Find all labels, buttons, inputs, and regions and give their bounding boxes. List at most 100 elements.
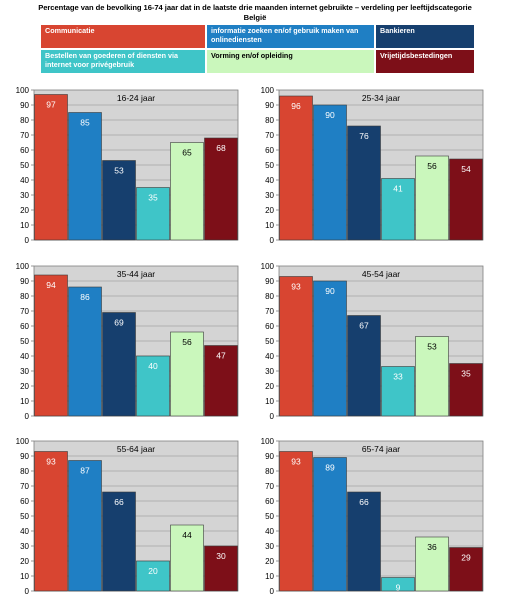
bar-vorming [415,155,449,241]
chart-title: Percentage van de bevolking 16-74 jaar d… [38,3,472,12]
y-tick-label: 80 [265,467,274,476]
y-tick-label: 30 [20,367,29,376]
bar-bankieren [102,312,136,417]
bar-value-label: 90 [325,110,335,120]
y-tick-label: 20 [20,557,29,566]
bar-value-label: 93 [291,282,301,292]
y-tick-label: 50 [20,512,29,521]
bar-value-label: 68 [216,143,226,153]
y-tick-label: 70 [265,482,274,491]
y-tick-label: 20 [20,382,29,391]
y-tick-label: 30 [265,367,274,376]
y-tick-label: 80 [265,116,274,125]
panel-25-34: 0 10 20 30 40 50 60 70 80 90 100 96 90 76 41 56 54 25-34 … [247,86,487,249]
bar-bankieren [102,160,136,241]
bar-vorming [170,331,204,417]
y-tick-label: 10 [20,397,29,406]
y-tick-label: 50 [20,161,29,170]
y-tick-label: 10 [20,572,29,581]
legend: Communicatie informatie zoeken en/of geb… [40,24,475,74]
legend-communicatie: Communicatie [40,24,206,49]
panel-55-64: 0 10 20 30 40 50 60 70 80 90 100 93 87 66 20 44 30 55-64 … [2,437,242,600]
bar-value-label: 76 [359,131,369,141]
y-tick-label: 60 [20,146,29,155]
y-tick-label: 20 [265,557,274,566]
y-tick-label: 50 [265,337,274,346]
bar-value-label: 65 [182,148,192,158]
bar-value-label: 47 [216,351,226,361]
y-tick-label: 80 [20,467,29,476]
bar-value-label: 89 [325,463,335,473]
bar-value-label: 53 [114,166,124,176]
panel-chart-4: 0 10 20 30 40 50 60 70 80 90 100 93 87 66 20 44 30 55-64 … [16,437,239,596]
y-tick-label: 70 [20,307,29,316]
y-tick-label: 60 [265,497,274,506]
y-tick-label: 30 [20,191,29,200]
y-tick-label: 20 [265,382,274,391]
y-tick-label: 80 [20,116,29,125]
panel-chart-3: 0 10 20 30 40 50 60 70 80 90 100 93 90 67 33 53 35 45-54 … [261,262,484,421]
bar-value-label: 54 [461,164,471,174]
y-tick-label: 60 [265,146,274,155]
bar-value-label: 86 [80,292,90,302]
panel-65-74: 0 10 20 30 40 50 60 70 80 90 100 93 89 66 9 36 29 65-74 j… [247,437,487,600]
bar-vorming [415,336,449,417]
panel-chart-0: 0 10 20 30 40 50 60 70 80 90 100 97 85 53 35 65 68 16-24 … [16,86,239,245]
y-tick-label: 90 [20,277,29,286]
y-tick-label: 70 [20,482,29,491]
bar-value-label: 44 [182,530,192,540]
y-tick-label: 60 [20,497,29,506]
y-tick-label: 10 [265,397,274,406]
y-tick-label: 50 [265,512,274,521]
panel-35-44: 0 10 20 30 40 50 60 70 80 90 100 94 86 69 40 56 47 35-44 … [2,262,242,425]
bar-communicatie [279,95,313,241]
y-tick-label: 100 [16,437,30,446]
bar-value-label: 41 [393,184,403,194]
y-tick-label: 90 [265,101,274,110]
legend-vrije-tijd: Vrijetijdsbestedingen [375,49,475,74]
bar-vrije-tijd [449,547,483,592]
y-tick-label: 40 [265,527,274,536]
bar-value-label: 93 [291,457,301,467]
bar-communicatie [279,276,313,417]
y-tick-label: 10 [265,572,274,581]
bar-value-label: 66 [359,497,369,507]
y-tick-label: 0 [25,236,30,245]
y-tick-label: 60 [265,322,274,331]
y-tick-label: 80 [265,292,274,301]
y-tick-label: 90 [265,452,274,461]
y-tick-label: 100 [16,262,30,271]
bar-bestellen [381,366,415,417]
bar-informatie [68,112,102,241]
bar-vorming [415,536,449,592]
y-tick-label: 30 [20,542,29,551]
bar-value-label: 87 [80,466,90,476]
bar-bankieren [347,125,381,241]
y-tick-label: 0 [25,587,30,596]
y-tick-label: 40 [20,527,29,536]
y-tick-label: 40 [265,352,274,361]
bar-vrije-tijd [204,545,238,592]
bar-informatie [313,457,347,592]
bar-bestellen [381,577,415,592]
y-tick-label: 90 [20,101,29,110]
y-tick-label: 40 [20,352,29,361]
bar-value-label: 35 [461,369,471,379]
bar-communicatie [34,274,68,417]
chart-subtitle: België [243,13,267,22]
bar-informatie [313,280,347,417]
y-tick-label: 10 [265,221,274,230]
y-tick-label: 50 [265,161,274,170]
bar-communicatie [34,451,68,592]
bar-value-label: 94 [46,280,56,290]
panel-chart-2: 0 10 20 30 40 50 60 70 80 90 100 94 86 69 40 56 47 35-44 … [16,262,239,421]
bar-value-label: 67 [359,321,369,331]
panel-chart-1: 0 10 20 30 40 50 60 70 80 90 100 96 90 76 41 56 54 25-34 … [261,86,484,245]
bar-informatie [68,460,102,592]
bar-value-label: 30 [216,551,226,561]
bar-value-label: 9 [396,583,401,593]
y-tick-label: 30 [265,191,274,200]
y-tick-label: 40 [20,176,29,185]
panel-title: 55-64 jaar [117,444,155,454]
bar-vrije-tijd [204,137,238,241]
